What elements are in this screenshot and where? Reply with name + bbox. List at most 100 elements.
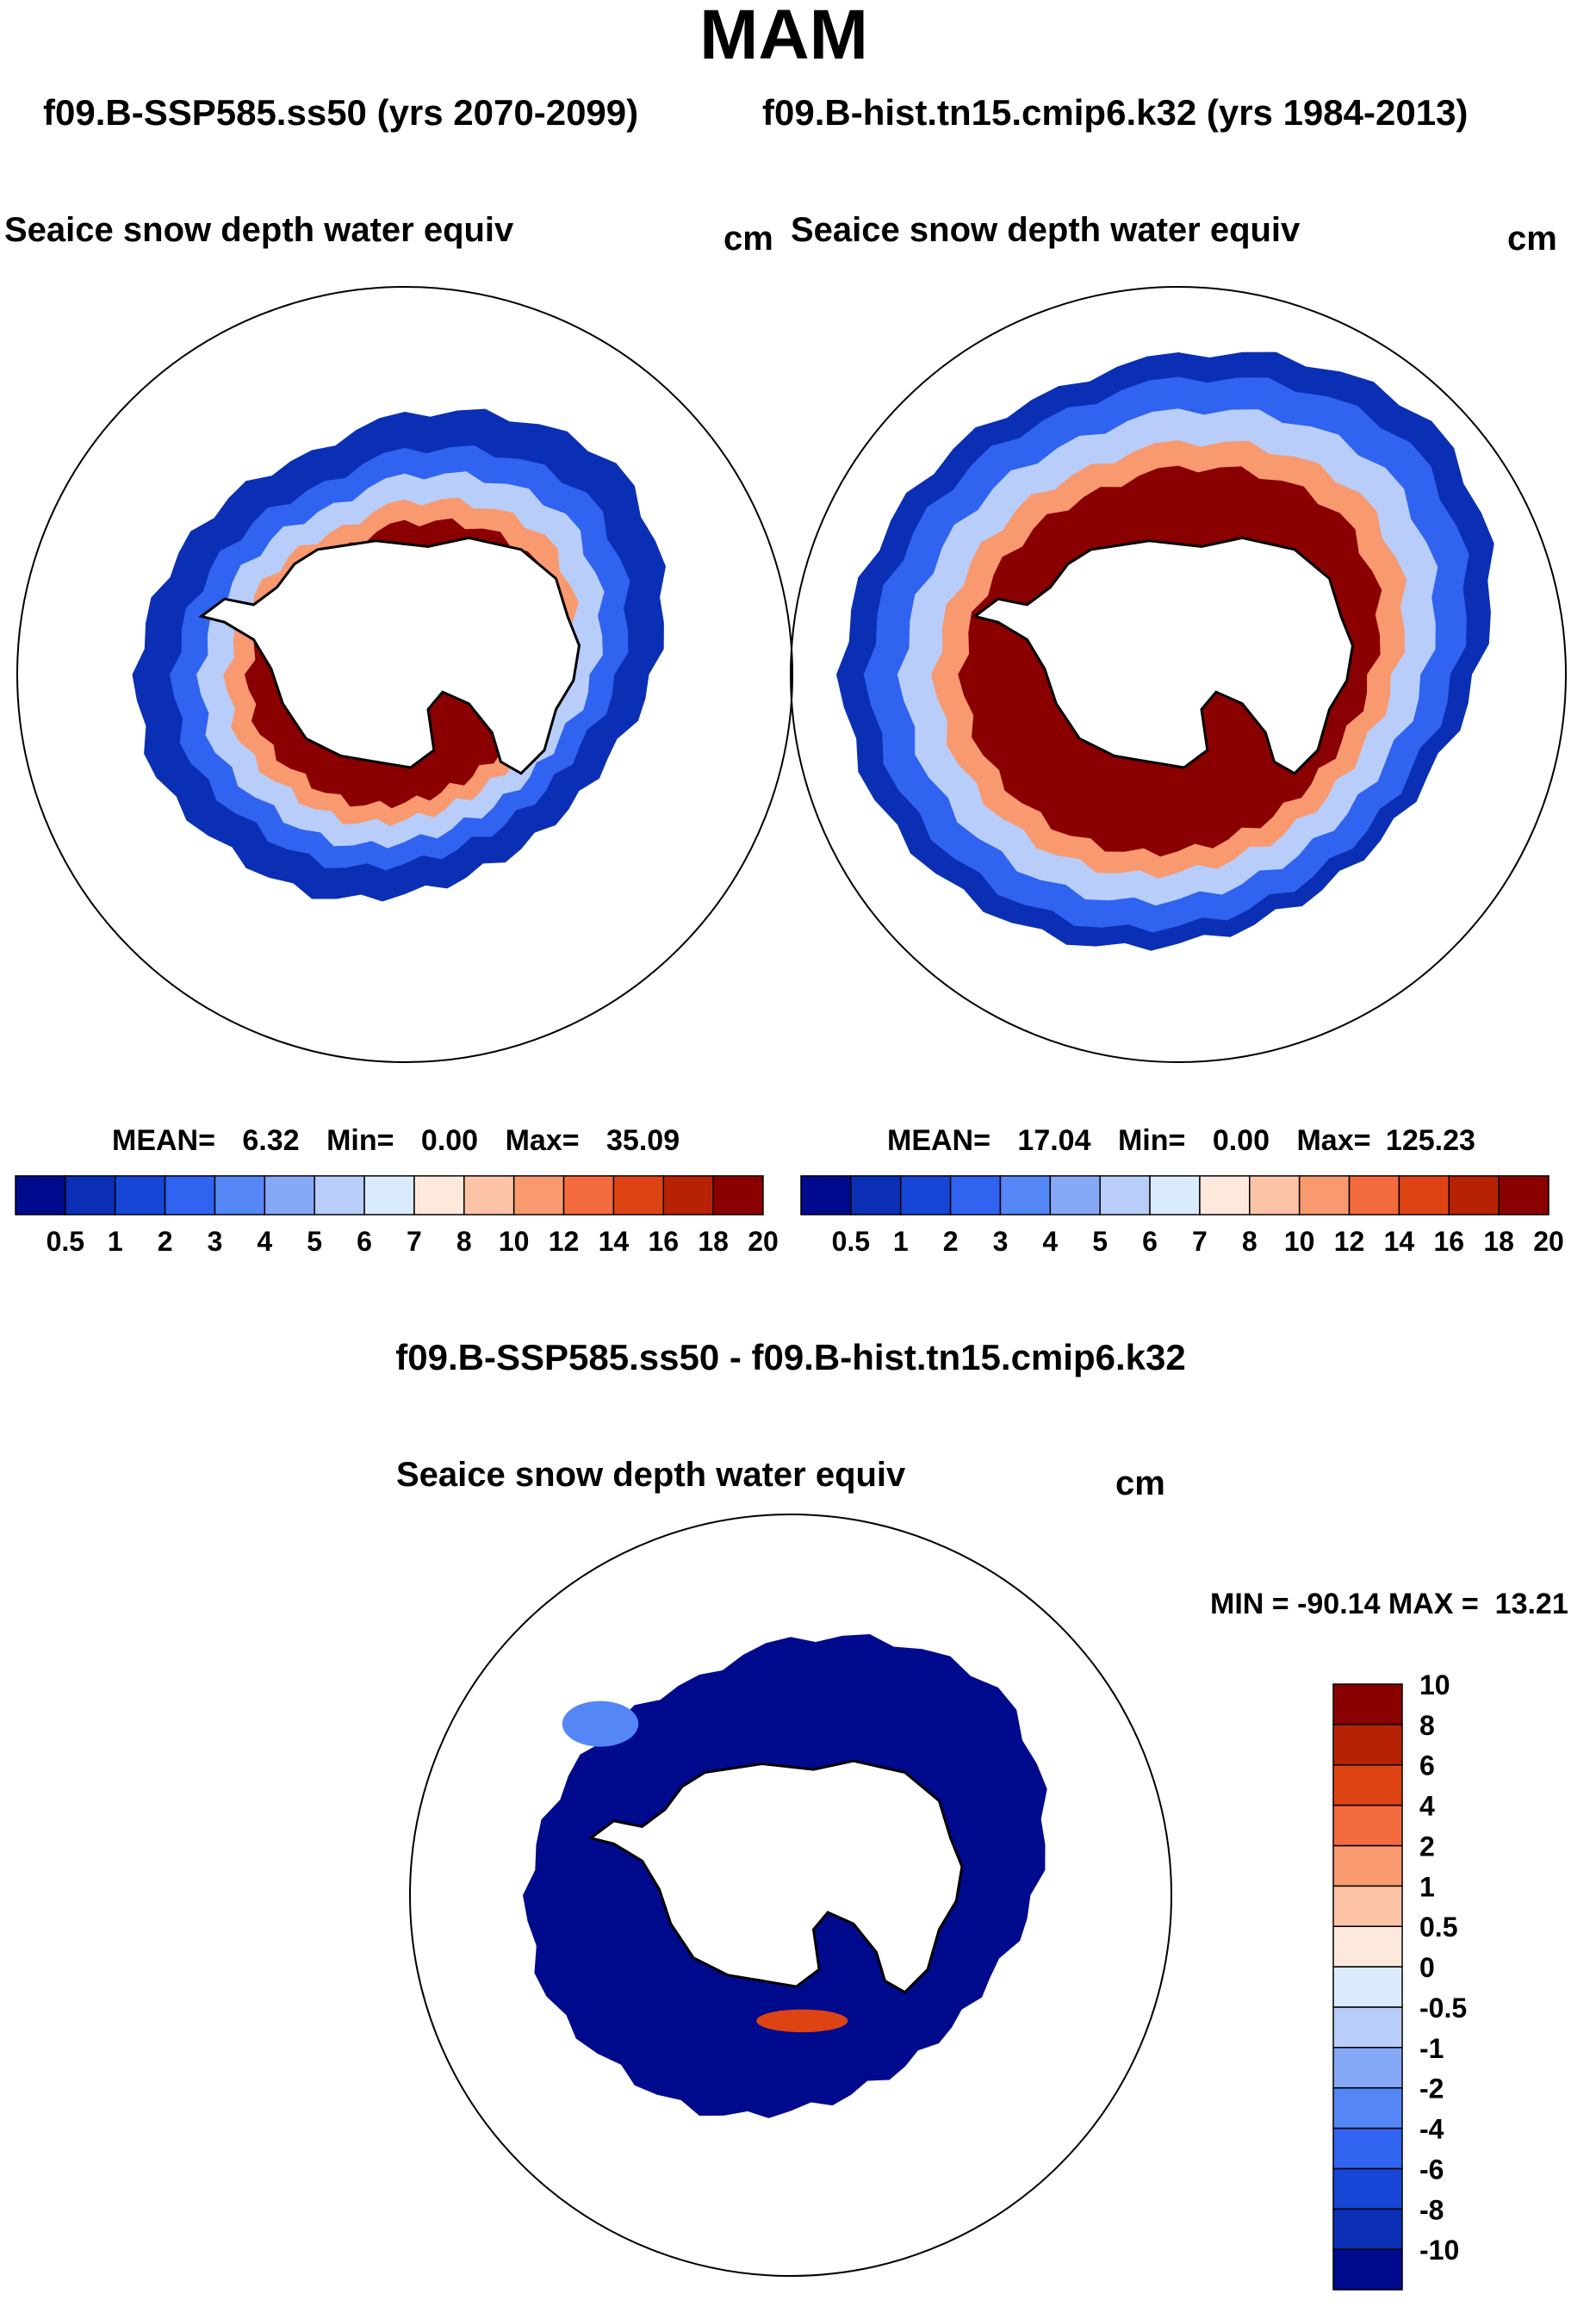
- colorbar-swatch: [800, 1175, 852, 1215]
- colorbar-swatch: [1249, 1175, 1301, 1215]
- colorbar-swatch: [662, 1175, 714, 1215]
- colorbar-swatch: [1149, 1175, 1201, 1215]
- colorbar-swatch: [999, 1175, 1052, 1215]
- positive-anomaly-patch: [756, 2009, 848, 2033]
- antarctica-coastline-difference: [587, 1759, 964, 1994]
- colorbar-swatch: [1099, 1175, 1151, 1215]
- colorbar-swatch: [1332, 2208, 1403, 2250]
- colorbar-tick-label: 6: [357, 1226, 372, 1257]
- mean-value-reference: 17.04: [1017, 1124, 1090, 1157]
- colorbar-tick-label: 20: [1533, 1226, 1564, 1257]
- colorbar-swatch: [512, 1175, 565, 1215]
- reference-label: f09.B-hist.tn15.cmip6.k32 (yrs 1984-2013…: [762, 92, 1468, 133]
- colorbar-swatch: [413, 1175, 465, 1215]
- colorbar-swatch: [1332, 1763, 1403, 1806]
- colorbar-tick-label: 12: [1334, 1226, 1365, 1257]
- colorbar-swatch: [463, 1175, 515, 1215]
- map-boundary-difference: [409, 1514, 1172, 2277]
- colorbar-tick-label: 0.5: [1419, 1912, 1457, 1943]
- panel-difference: f09.B-SSP585.ss50 - f09.B-hist.tn15.cmip…: [395, 1337, 1568, 2291]
- colorbar-tick-label: 4: [257, 1226, 272, 1257]
- colorbar-swatch: [1332, 2248, 1403, 2291]
- stats-reference: MEAN= 17.04 Min= 0.00 Max= 125.23: [887, 1124, 1475, 1157]
- colorbar-tick-label: 14: [1384, 1226, 1415, 1257]
- antarctica-coastline-case: [198, 536, 581, 775]
- colorbar-swatch: [363, 1175, 415, 1215]
- colorbar-tick-label: 6: [1142, 1226, 1158, 1257]
- panel-reference: Seaice snow depth water equiv cm MEAN= 1…: [790, 211, 1567, 1257]
- colorbar-tick-label: -10: [1419, 2235, 1459, 2266]
- colorbar-swatch: [1332, 2006, 1403, 2049]
- minmax-difference: MIN = -90.14 MAX = 13.21: [1210, 1588, 1568, 1620]
- colorbar-tick-label: 1: [893, 1226, 909, 1257]
- colorbar-swatch: [15, 1175, 66, 1215]
- colorbar-swatch: [1332, 1925, 1403, 1968]
- colorbar-tick-label: 0: [1419, 1952, 1435, 1983]
- colorbar-tick-label: 20: [748, 1226, 779, 1257]
- panel-difference-title: Seaice snow depth water equiv: [396, 1456, 906, 1494]
- colorbar-tick-label: 4: [1042, 1226, 1058, 1257]
- colorbar-tick-label: 7: [1192, 1226, 1208, 1257]
- max-value-case: 35.09: [606, 1124, 680, 1157]
- colorbar-tick-label: 8: [1419, 1710, 1435, 1741]
- colorbar-swatch: [1332, 1804, 1403, 1847]
- min-value-reference: 0.00: [1213, 1124, 1270, 1157]
- colorbar-tick-label: 5: [1092, 1226, 1108, 1257]
- colorbar-swatch: [612, 1175, 665, 1215]
- colorbar-tick-label: -2: [1419, 2073, 1444, 2105]
- max-label-reference: Max=: [1296, 1124, 1370, 1157]
- panel-case-title: Seaice snow depth water equiv: [4, 211, 514, 249]
- colorbar-tick-label: 16: [648, 1226, 679, 1257]
- colorbar-tick-label: 1: [1419, 1871, 1435, 1902]
- colorbar-swatch: [1332, 2127, 1403, 2170]
- colorbar-tick-label: 1: [108, 1226, 123, 1257]
- colorbar-tick-label: -0.5: [1419, 1993, 1467, 2024]
- colorbar-swatch: [1199, 1175, 1251, 1215]
- colorbar-case: 0.5 1 2 3 4 5 6 7 8 10 12 14 16 18 20: [15, 1175, 779, 1257]
- colorbar-swatch: [1448, 1175, 1500, 1215]
- mean-label-reference: MEAN=: [887, 1124, 991, 1157]
- panel-difference-units: cm: [1115, 1464, 1165, 1502]
- min-value-case: 0.00: [421, 1124, 478, 1157]
- panel-case: Seaice snow depth water equiv cm MEAN= 6…: [4, 211, 793, 1257]
- panel-case-units: cm: [723, 220, 773, 258]
- colorbar-swatch: [712, 1175, 764, 1215]
- mean-label-case: MEAN=: [112, 1124, 215, 1157]
- colorbar-swatch: [65, 1175, 116, 1215]
- colorbar-reference: 0.5 1 2 3 4 5 6 7 8 10 12 14 16 18 20: [800, 1175, 1564, 1257]
- colorbar-swatch: [264, 1175, 315, 1215]
- max-label-case: Max=: [506, 1124, 580, 1157]
- colorbar-tick-label: 4: [1419, 1791, 1435, 1822]
- colorbar-tick-label: 8: [1242, 1226, 1258, 1257]
- colorbar-swatch: [1049, 1175, 1101, 1215]
- panel-reference-units: cm: [1507, 220, 1557, 258]
- colorbar-tick-label: -4: [1419, 2114, 1444, 2145]
- colorbar-tick-label: 12: [549, 1226, 580, 1257]
- colorbar-tick-label: -6: [1419, 2154, 1444, 2185]
- colorbar-swatch: [1332, 1885, 1403, 1927]
- colorbar-swatch: [1332, 2167, 1403, 2210]
- colorbar-tick-label: 3: [993, 1226, 1009, 1257]
- difference-title: f09.B-SSP585.ss50 - f09.B-hist.tn15.cmip…: [395, 1337, 1185, 1377]
- map-boundary-reference: [790, 286, 1567, 1063]
- colorbar-swatch: [314, 1175, 365, 1215]
- colorbar-swatch: [1332, 2047, 1403, 2089]
- colorbar-tick-label: 16: [1433, 1226, 1464, 1257]
- colorbar-tick-label: 0.5: [832, 1226, 870, 1257]
- colorbar-tick-label: 8: [456, 1226, 472, 1257]
- colorbar-tick-label: 18: [1483, 1226, 1514, 1257]
- colorbar-swatch: [1398, 1175, 1450, 1215]
- colorbar-tick-label: -8: [1419, 2194, 1444, 2225]
- colorbar-tick-label: 0.5: [47, 1226, 84, 1257]
- colorbar-swatch: [1332, 1683, 1403, 1725]
- colorbar-tick-label: 18: [698, 1226, 729, 1257]
- season-title: MAM: [699, 0, 868, 74]
- stats-case: MEAN= 6.32 Min= 0.00 Max= 35.09: [112, 1124, 680, 1157]
- colorbar-swatch: [1498, 1175, 1549, 1215]
- colorbar-difference: -10 -8 -6 -4 -2 -1 -0.5 0 0.5 1 2 4 6 8 10: [1332, 1669, 1467, 2291]
- colorbar-tick-label: 14: [599, 1226, 630, 1257]
- colorbar-tick-label: -1: [1419, 2033, 1444, 2064]
- colorbar-swatch: [214, 1175, 266, 1215]
- colorbar-tick-label: 2: [943, 1226, 959, 1257]
